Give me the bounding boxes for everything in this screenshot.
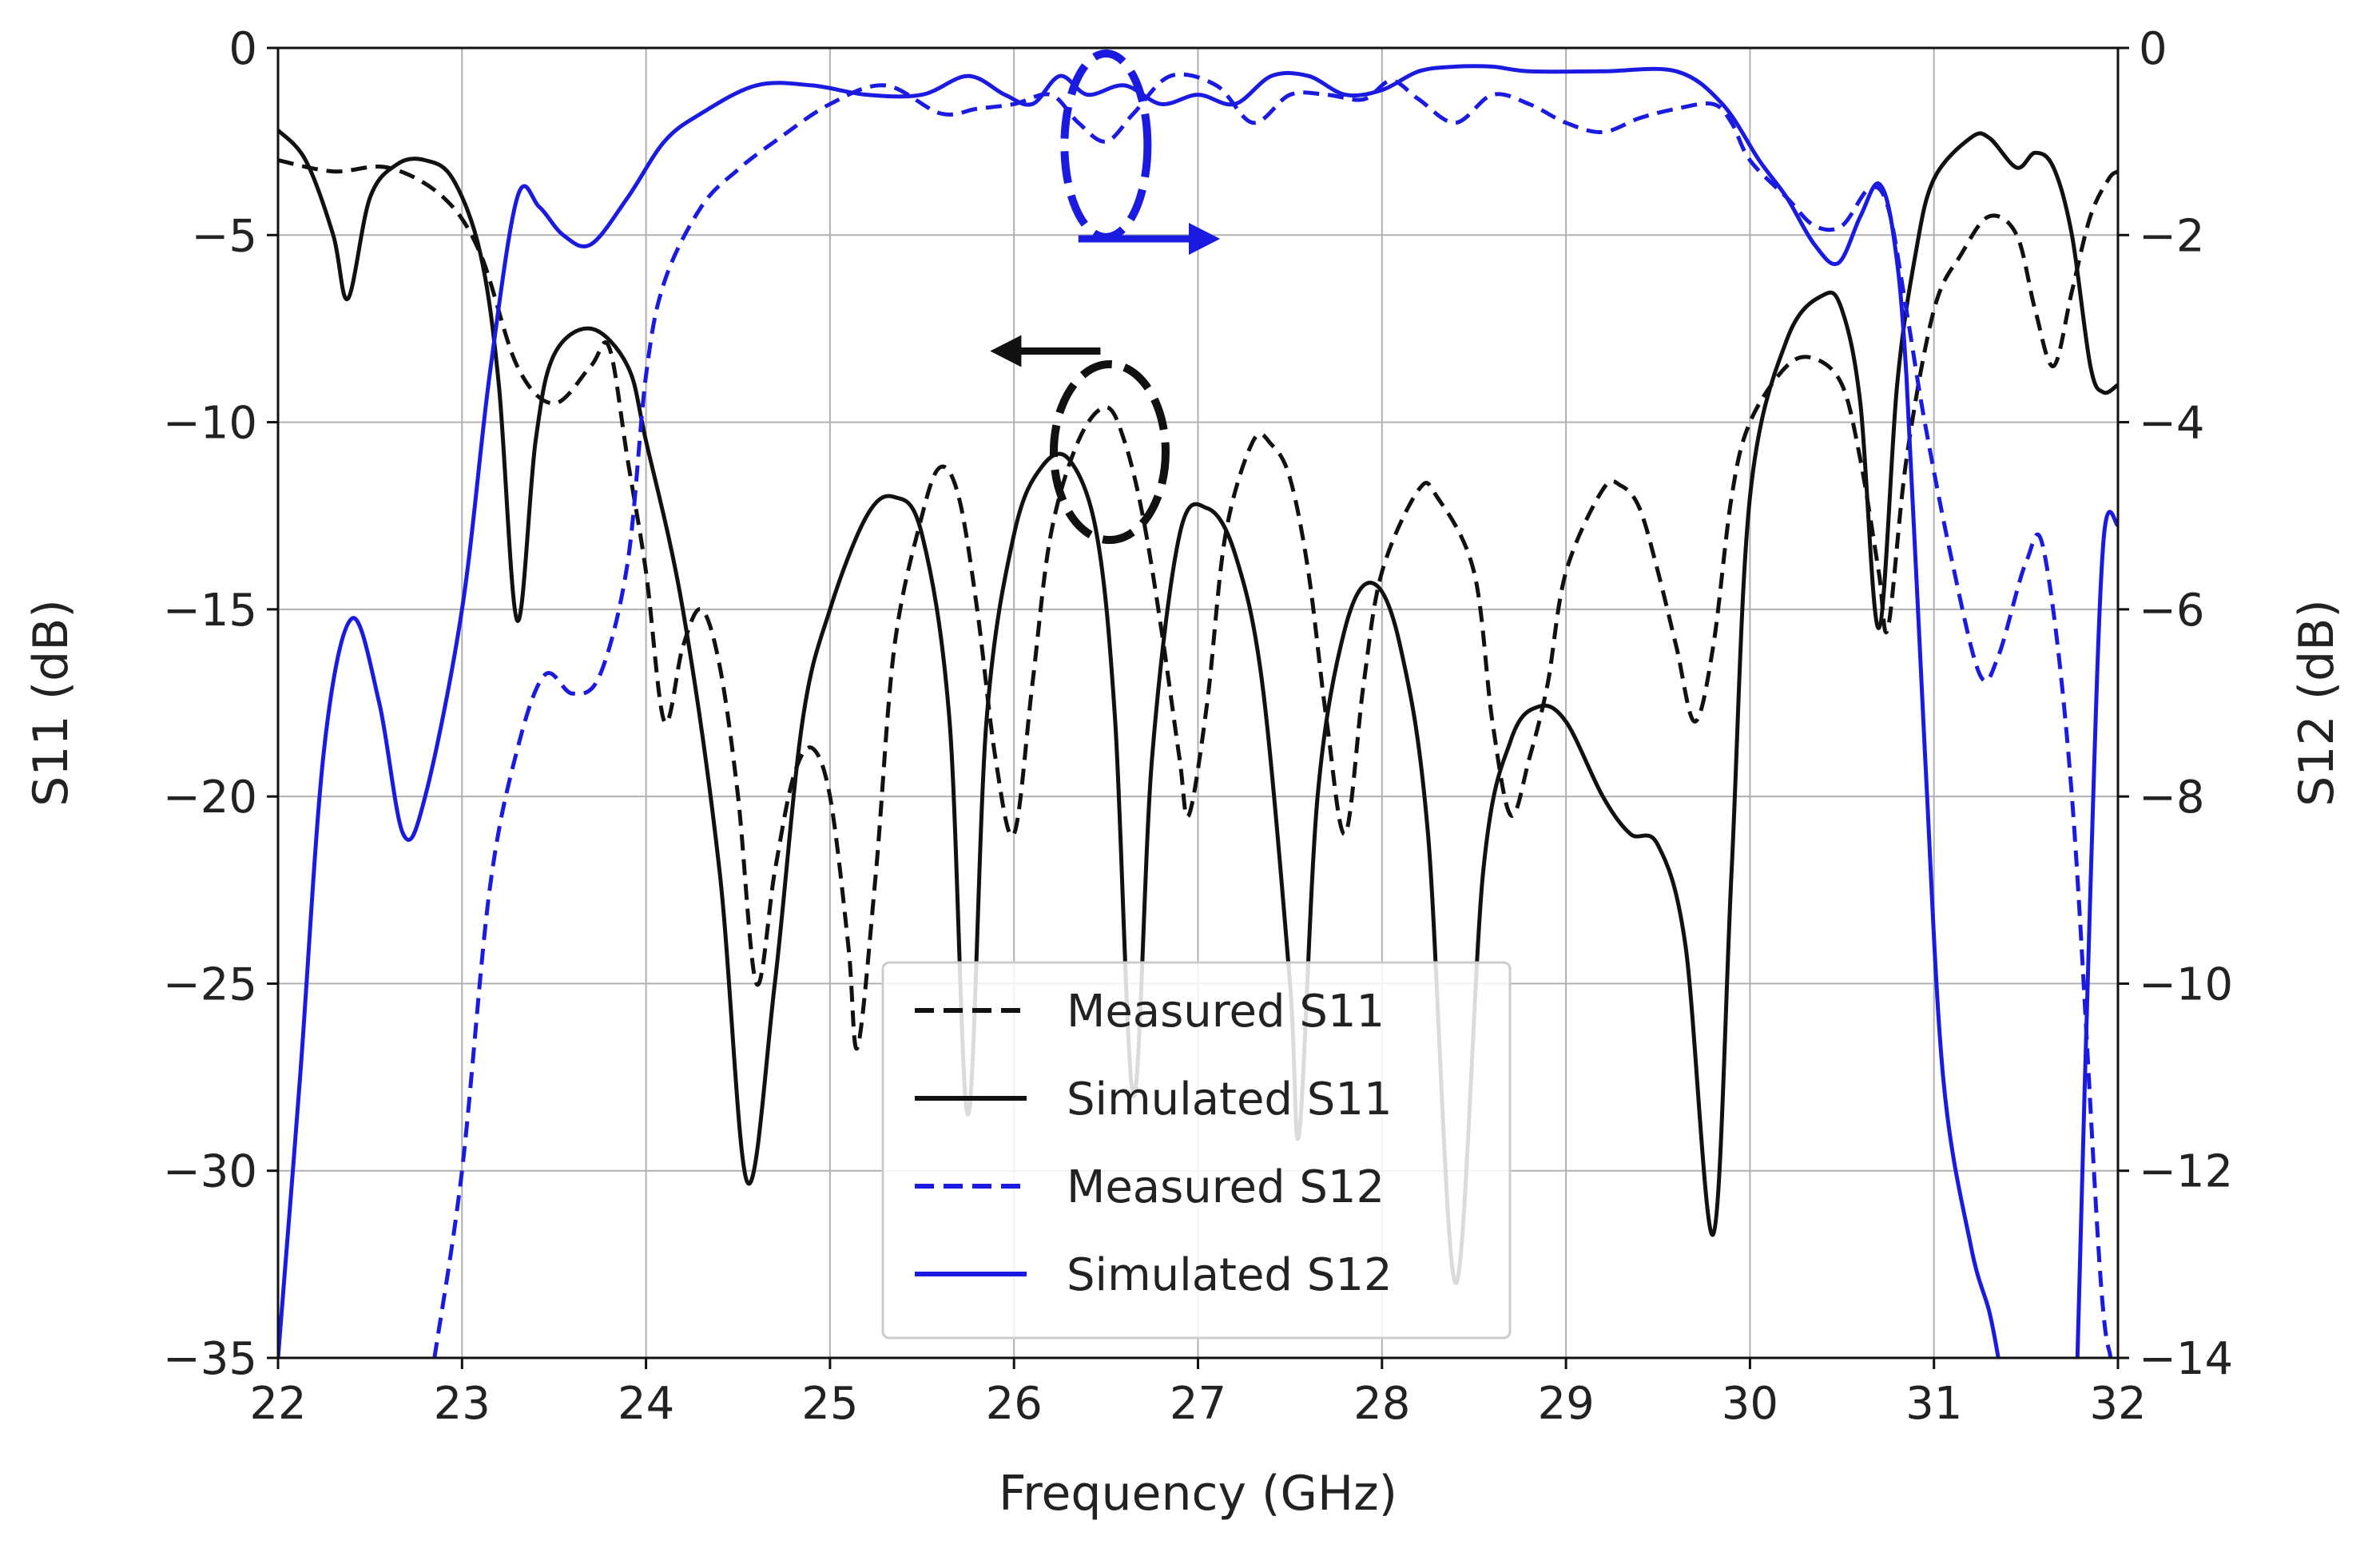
y-left-tick-label: −20 [163,772,257,824]
legend-box [881,961,1512,1340]
y-left-tick-label: −10 [163,398,257,450]
y-right-tick-label: −2 [2139,210,2205,262]
x-tick-label: 22 [249,1378,306,1430]
y-left-tick-label: 0 [228,23,257,75]
y-right-tick-label: −8 [2139,772,2205,824]
series-measured-s11 [278,158,2118,1051]
y-right-tick-label: 0 [2139,23,2167,75]
y-left-tick-label: −30 [163,1146,257,1198]
annotations [990,49,1221,545]
legend-label-measured-s11: Measured S11 [1067,986,1385,1038]
x-axis-label: Frequency (GHz) [999,1466,1397,1522]
x-tick-label: 32 [2089,1378,2146,1430]
y-right-tick-label: −10 [2139,959,2233,1010]
x-tick-label: 31 [1905,1378,1962,1430]
y-left-tick-label: −5 [191,210,257,262]
x-tick-label: 27 [1170,1378,1226,1430]
s11-marker-ellipse [1049,360,1170,545]
legend: Measured S11 Simulated S11 Measured S12 … [881,961,1512,1340]
y-right-tick-label: −4 [2139,398,2205,450]
y-right-tick-label: −14 [2139,1333,2233,1385]
ticks: 22 23 24 25 26 27 28 29 30 31 320−5−10−15−20−25−30… [163,23,2233,1430]
series-simulated-s12 [278,64,2001,1358]
y-left-tick-label: −25 [163,959,257,1010]
x-tick-label: 25 [801,1378,858,1430]
series-layer [278,64,2118,1358]
y-axis-left-label: S11 (dB) [23,599,79,807]
x-tick-label: 29 [1537,1378,1594,1430]
s11-arrow-head [990,335,1022,367]
series-measured-s12 [432,72,2113,1358]
legend-label-simulated-s12: Simulated S12 [1067,1249,1393,1301]
x-tick-label: 28 [1353,1378,1410,1430]
series-simulated-s12-edge [2075,510,2118,1358]
y-left-tick-label: −15 [163,585,257,637]
y-axis-right-label: S12 (dB) [2289,599,2345,807]
y-right-tick-label: −12 [2139,1146,2233,1198]
legend-label-measured-s12: Measured S12 [1067,1161,1385,1213]
series-simulated-s11 [278,129,2118,1285]
legend-label-simulated-s11: Simulated S11 [1067,1074,1393,1125]
y-right-tick-label: −6 [2139,585,2205,637]
s12-arrow-head [1188,222,1221,255]
x-tick-label: 26 [986,1378,1043,1430]
x-tick-label: 24 [618,1378,674,1430]
x-tick-label: 30 [1722,1378,1778,1430]
y-left-tick-label: −35 [163,1333,257,1385]
x-tick-label: 23 [434,1378,491,1430]
